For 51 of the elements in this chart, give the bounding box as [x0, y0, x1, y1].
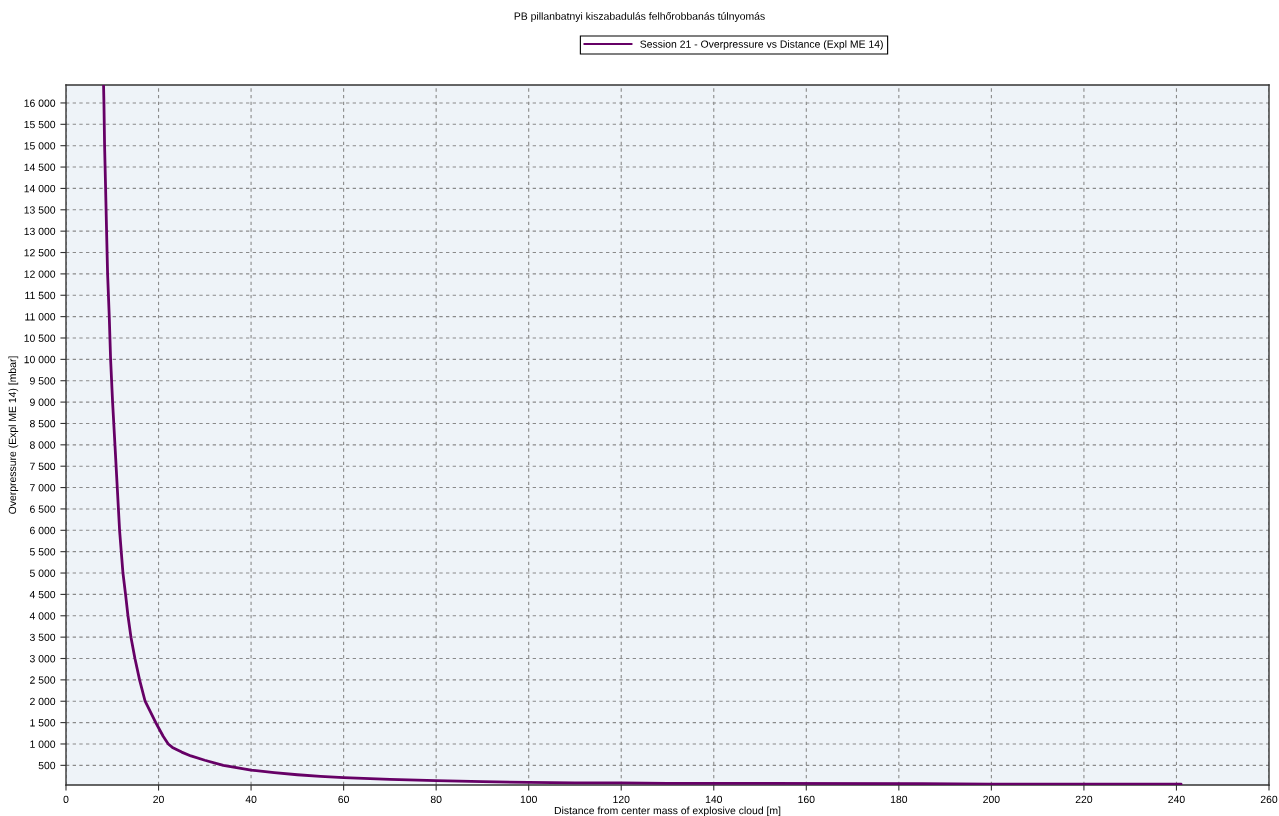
y-tick-label: 1 500 [30, 719, 56, 727]
y-tick-label: 6 500 [30, 505, 56, 513]
x-tick-label: 140 [705, 795, 723, 804]
y-tick-label: 15 500 [24, 120, 56, 129]
y-tick-label: 16 000 [24, 99, 56, 107]
y-axis-title: Overpressure (Expl ME 14) [mbar] [8, 356, 19, 514]
y-tick-label: 7 500 [30, 462, 56, 471]
y-tick-label: 1 000 [30, 740, 56, 748]
x-tick-label: 240 [1168, 795, 1185, 804]
line-series [102, 85, 1183, 785]
y-tick-label: 11 500 [25, 291, 56, 300]
legend-label: Session 21 - Overpressure vs Distance (Expl ME 14) [640, 40, 883, 50]
y-tick-label: 9 500 [30, 377, 56, 385]
y-tick-label: 14 000 [24, 184, 56, 193]
y-tick-label: 8 500 [29, 419, 56, 428]
x-axis-title: Distance from center mass of explosive cloud [m] [554, 806, 781, 816]
y-tick-label: 5 000 [29, 569, 56, 577]
x-tick-label: 200 [983, 795, 1000, 804]
x-tick-label: 260 [1260, 795, 1278, 804]
y-tick-label: 11 000 [25, 313, 56, 321]
y-tick-label: 6 000 [30, 526, 56, 535]
y-tick-label: 12 000 [24, 270, 56, 278]
y-tick-label: 2 000 [30, 697, 56, 706]
y-tick-label: 12 500 [24, 249, 56, 257]
x-tick-label: 180 [890, 795, 908, 804]
y-tick-label: 13 500 [24, 206, 56, 214]
x-tick-label: 20 [153, 795, 164, 804]
x-tick-label: 0 [63, 795, 69, 804]
y-tick-label: 4 000 [29, 612, 56, 620]
y-tick-label: 3 000 [29, 655, 56, 663]
y-tick-label: 10 500 [24, 334, 56, 342]
y-tick-label: 2 500 [30, 676, 56, 684]
y-tick-label: 500 [38, 761, 56, 770]
x-tick-label: 120 [613, 795, 630, 804]
x-tick-label: 40 [245, 795, 257, 804]
x-tick-label: 80 [430, 795, 442, 804]
x-tick-label: 60 [338, 795, 349, 804]
x-tick-label: 100 [520, 795, 537, 804]
x-tick-label: 220 [1075, 795, 1093, 804]
y-tick-label: 13 000 [24, 227, 56, 236]
y-tick-label: 9 000 [30, 398, 56, 406]
y-tick-label: 7 000 [30, 484, 56, 492]
y-tick-label: 3 500 [29, 633, 56, 642]
y-tick-label: 10 000 [24, 355, 56, 364]
y-tick-label: 15 000 [24, 142, 56, 150]
y-tick-label: 14 500 [24, 163, 56, 171]
y-tick-label: 5 500 [29, 548, 56, 556]
x-tick-label: 160 [798, 795, 815, 804]
y-tick-label: 4 500 [29, 590, 56, 599]
y-tick-label: 8 000 [29, 441, 56, 449]
chart-title: PB pillanbatnyi kiszabadulás felhőrobbanás túlnyomás [514, 12, 765, 22]
